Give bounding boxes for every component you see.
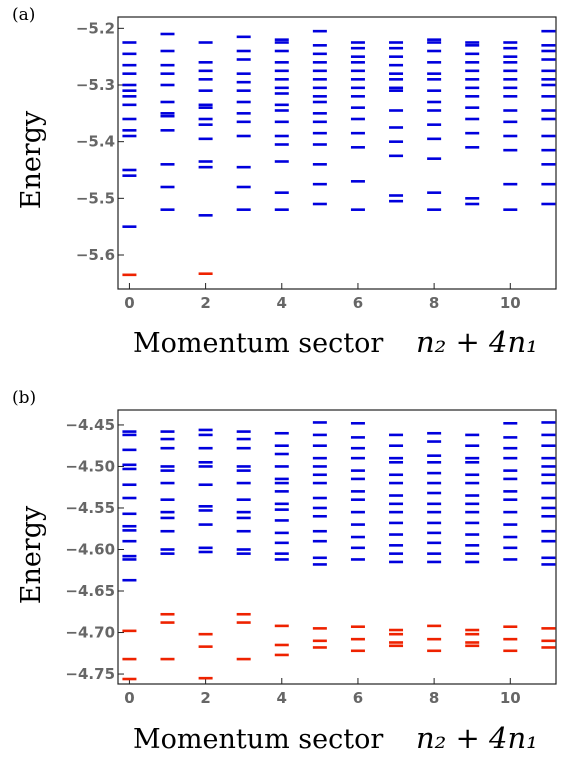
panel-a-ylabel: Energy	[16, 110, 47, 209]
panel-b-ticks: −4.45 −4.50 −4.55 −4.60 −4.65 −4.70 −4.75 0 2 4 6 8…	[65, 416, 520, 707]
panel-a-marks	[122, 29, 556, 277]
panel-a-xlabel: Momentum sector	[133, 328, 383, 359]
panel-b-ytick-label: −4.70	[65, 624, 115, 642]
panel-a-ytick-label: −5.3	[76, 76, 115, 94]
panel-b-ytick-label: −4.55	[65, 499, 115, 517]
panel-b-xtick-label: 10	[500, 689, 521, 707]
panel-a-ytick-label: −5.2	[76, 19, 115, 37]
panel-b-plot-frame	[117, 409, 557, 685]
panel-b-xtick-label: 8	[429, 689, 439, 707]
panel-b-xtick-label: 6	[353, 689, 363, 707]
panel-b-ytick-label: −4.50	[65, 457, 115, 475]
panel-b-xtick-label: 4	[277, 689, 287, 707]
panel-a-xtick-label: 2	[200, 294, 210, 312]
panel-b: (b) Energy −4.45 −4.50 −4.55 −4.60 −4.65 −4.7…	[12, 388, 557, 755]
panel-a-xtick-label: 10	[500, 294, 521, 312]
panel-b-label: (b)	[12, 388, 36, 408]
panel-a-ytick-label: −5.4	[76, 133, 115, 151]
panel-a-label: (a)	[12, 5, 35, 25]
panel-b-ytick-label: −4.75	[65, 665, 115, 683]
panel-b-xlabel-math: n₂ + 4n₁	[416, 721, 538, 755]
panel-a: (a) Energy −5.2 −5.3 −5.4 −5.5 −5.6 0 2 4 6 8 10 M…	[12, 5, 557, 359]
panel-b-xtick-label: 0	[124, 689, 134, 707]
panel-a-plot-frame	[117, 16, 557, 290]
panel-b-ytick-label: −4.60	[65, 540, 115, 558]
panel-b-ylabel: Energy	[16, 505, 47, 604]
panel-b-ytick-label: −4.65	[65, 582, 115, 600]
panel-a-xlabel-math: n₂ + 4n₁	[416, 325, 538, 359]
panel-a-xtick-label: 0	[124, 294, 134, 312]
panel-a-xtick-label: 6	[353, 294, 363, 312]
panel-a-xtick-label: 4	[277, 294, 287, 312]
panel-a-ytick-label: −5.5	[76, 189, 115, 207]
panel-b-xlabel: Momentum sector	[133, 724, 383, 755]
panel-a-ytick-label: −5.6	[76, 246, 115, 264]
panel-b-xtick-label: 2	[200, 689, 210, 707]
panel-a-xtick-label: 8	[429, 294, 439, 312]
panel-a-ticks: −5.2 −5.3 −5.4 −5.5 −5.6 0 2 4 6 8 10	[76, 19, 521, 312]
panel-b-marks	[122, 421, 556, 681]
panel-b-ytick-label: −4.45	[65, 416, 115, 434]
